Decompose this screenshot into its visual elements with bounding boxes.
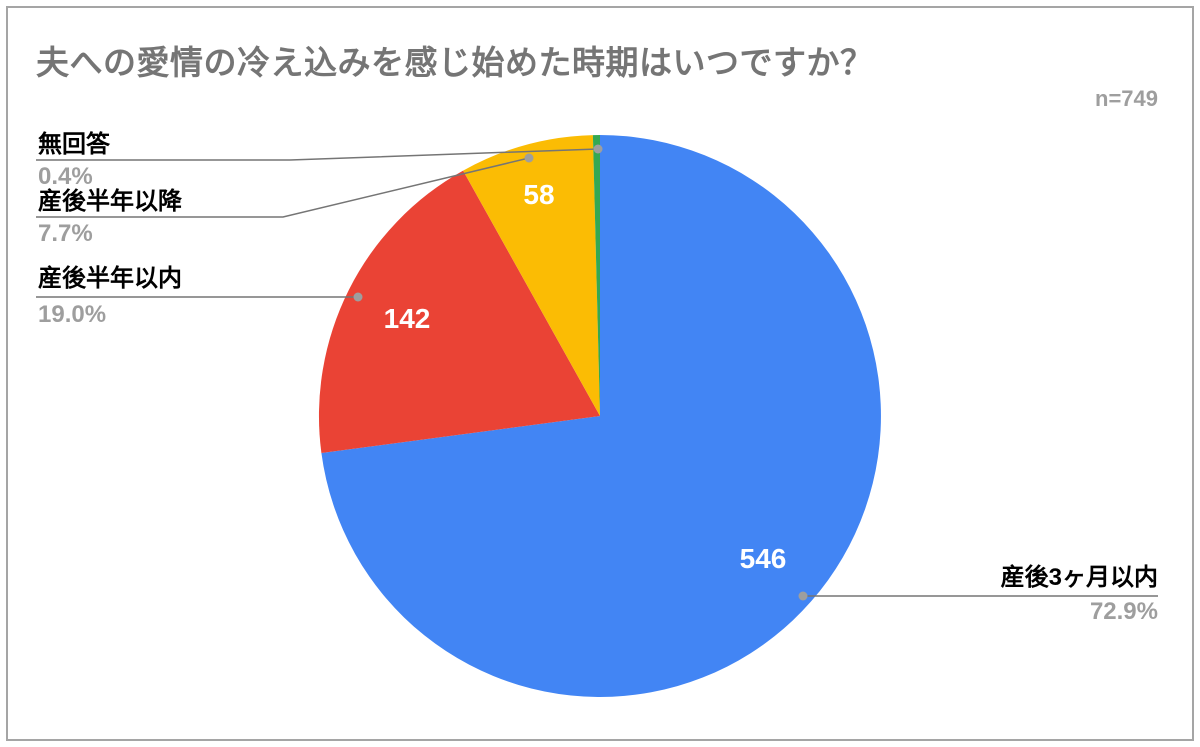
slice-value-blue: 546 (739, 543, 787, 574)
callout-dot-postpartum-within-3mo (798, 591, 808, 601)
slice-label-postpartum-after-6mo: 産後半年以降 (38, 188, 182, 215)
slice-value-red: 142 (383, 303, 431, 334)
slice-label-postpartum-within-6mo: 産後半年以内 (38, 265, 182, 292)
slice-percent-postpartum-within-6mo: 19.0% (38, 301, 107, 328)
chart-title: 夫への愛情の冷え込みを感じ始めた時期はいつですか？ (36, 44, 874, 81)
slice-percent-no-answer: 0.4% (38, 163, 93, 190)
slice-label-postpartum-within-3mo: 産後3ヶ月以内 (1000, 564, 1158, 591)
slice-value-yellow: 58 (523, 179, 555, 210)
callout-line-no-answer (36, 148, 599, 161)
slice-percent-postpartum-after-6mo: 7.7% (38, 220, 93, 247)
pie-slice-no-answer[interactable] (592, 135, 600, 416)
sample-size-label: n=749 (1095, 86, 1158, 111)
pie-slice-postpartum-after-6mo[interactable] (463, 135, 600, 416)
callout-dot-postpartum-within-6mo (353, 292, 363, 302)
callout-dot-postpartum-after-6mo (524, 153, 534, 163)
slice-label-no-answer: 無回答 (38, 131, 110, 158)
pie-slice-postpartum-within-6mo[interactable] (318, 170, 600, 453)
callout-dot-no-answer (593, 144, 603, 154)
slice-percent-postpartum-within-3mo: 72.9% (1089, 598, 1158, 625)
pie-slice-postpartum-within-3mo[interactable] (321, 135, 881, 698)
callout-line-postpartum-after-6mo (36, 157, 530, 218)
